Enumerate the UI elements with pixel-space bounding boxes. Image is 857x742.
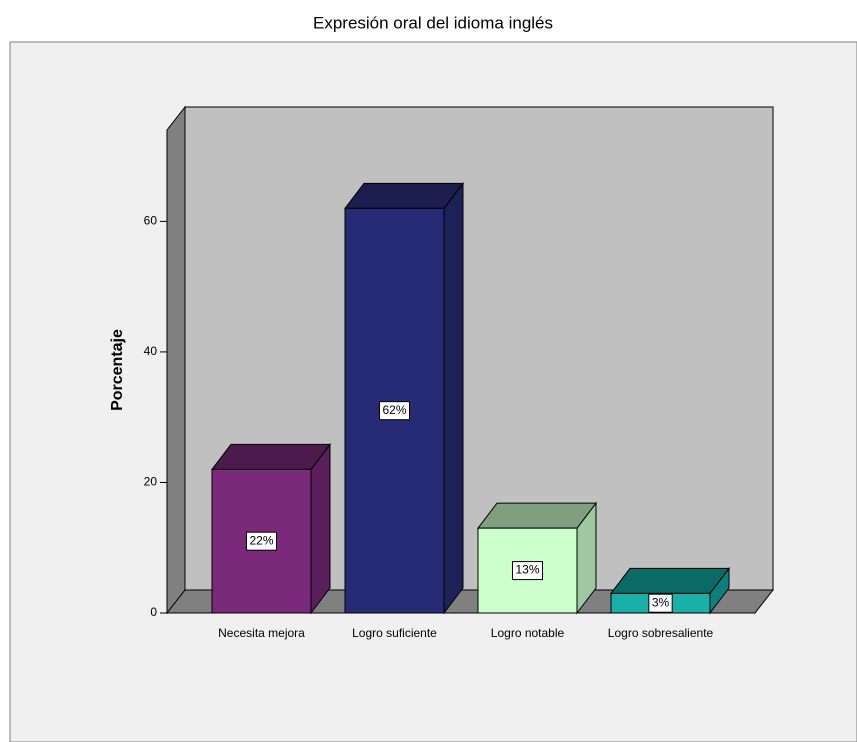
x-tick-label: Logro suficiente: [352, 626, 437, 640]
left-wall: [166, 105, 186, 615]
x-tick-label: Logro notable: [491, 626, 565, 640]
value-label-box: [378, 401, 411, 421]
x-tick-label: Logro sobresaliente: [608, 626, 714, 640]
chart-title: Expresión oral del idioma inglés: [313, 13, 553, 32]
y-axis-label: Porcentaje: [109, 329, 126, 411]
y-tick-label: 0: [150, 605, 157, 619]
y-tick-label: 60: [144, 214, 158, 228]
value-label: 22%: [249, 533, 273, 547]
bar-top: [210, 443, 332, 470]
bar-side: [443, 181, 464, 615]
bar-top: [476, 502, 598, 529]
bar-side: [310, 442, 331, 615]
bar-top: [343, 182, 465, 209]
bar-top: [609, 567, 731, 594]
value-label-box: [511, 561, 544, 581]
value-label: 3%: [652, 595, 670, 609]
value-label-box: [648, 593, 673, 613]
y-tick-label: 20: [144, 475, 158, 489]
y-tick-label: 40: [144, 344, 158, 358]
value-label: 62%: [382, 403, 406, 417]
x-tick-label: Necesita mejora: [218, 626, 305, 640]
value-label-box: [245, 531, 278, 551]
value-label: 13%: [515, 563, 539, 577]
